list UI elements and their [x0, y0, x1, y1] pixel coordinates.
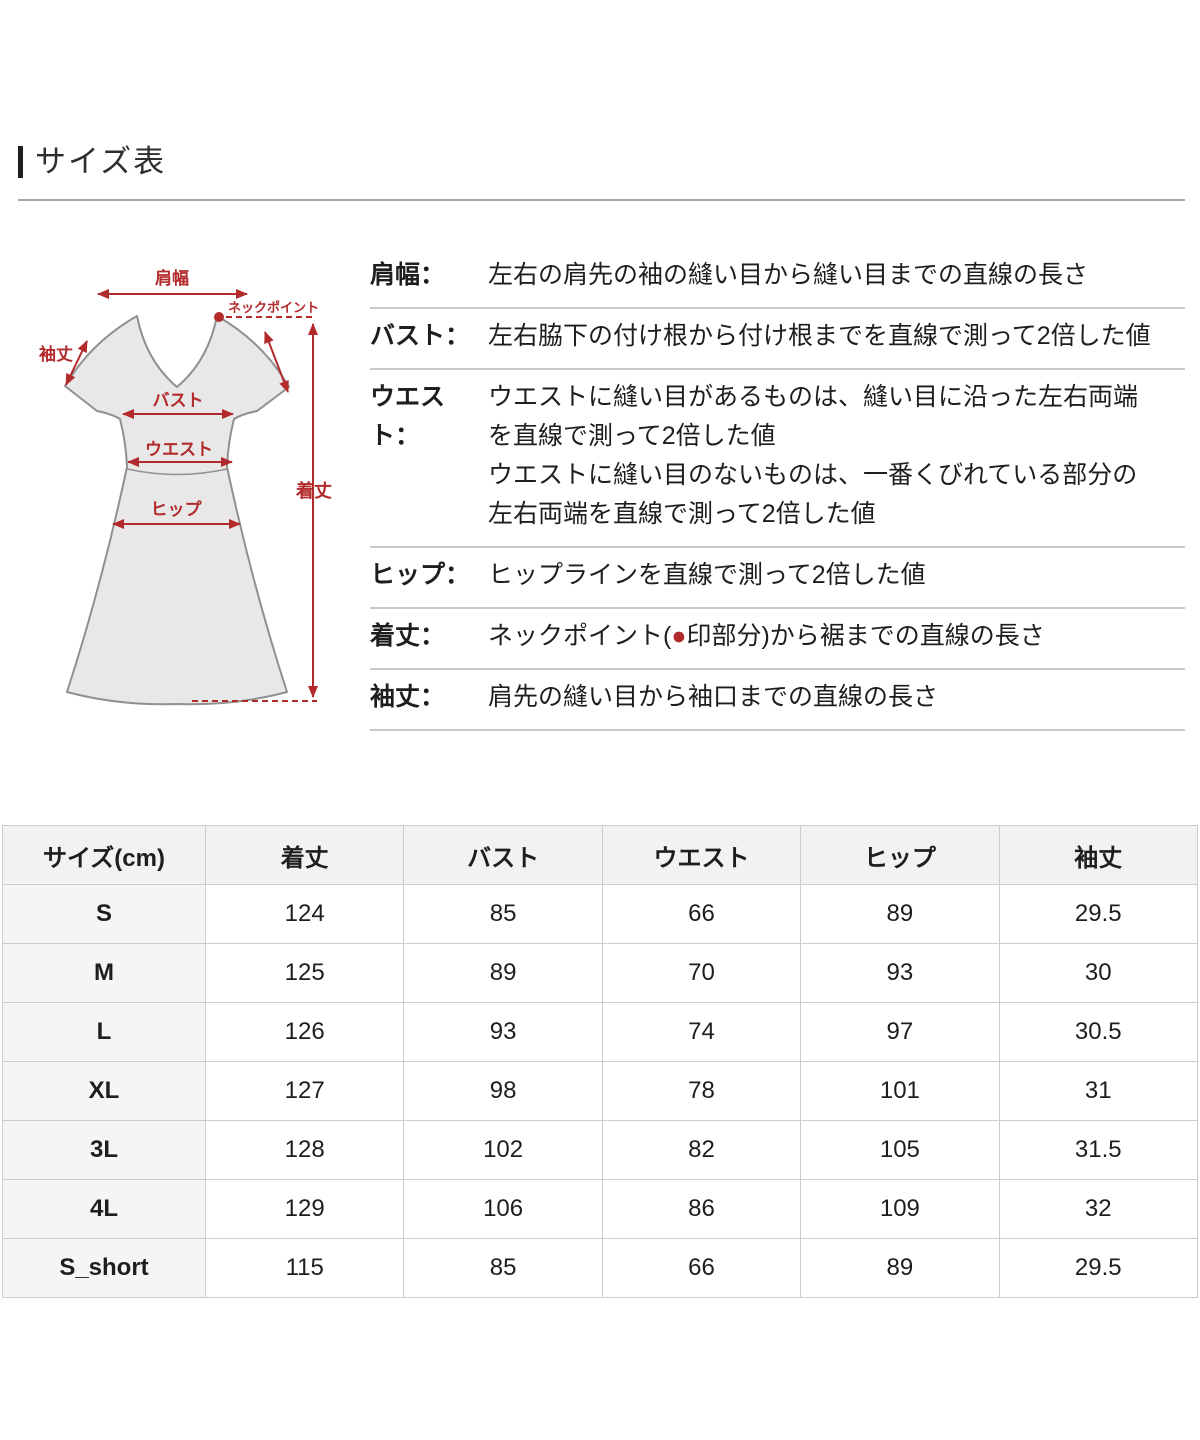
cell-waist: 86 [601, 1179, 802, 1239]
definition-desc-post: 印部分)から裾までの直線の長さ [686, 622, 1045, 650]
cell-length: 129 [204, 1179, 405, 1239]
definition-desc-pre: ネックポイント( [488, 622, 672, 650]
cell-bust: 106 [403, 1179, 603, 1239]
size-label: 4L [2, 1179, 206, 1239]
definition-row-hip: ヒップ： ヒップラインを直線で測って2倍した値 [370, 548, 1185, 609]
cell-hip: 97 [800, 1002, 1000, 1062]
size-label: 3L [2, 1120, 206, 1180]
definition-term: ヒップ： [370, 561, 471, 589]
cell-hip: 105 [800, 1120, 1000, 1180]
dress-measurement-diagram: 肩幅 ネックポイント 袖丈 バスト ウエスト ヒップ [20, 254, 370, 769]
cell-hip: 101 [800, 1061, 1000, 1121]
definition-desc: 左右の肩先の袖の縫い目から縫い目までの直線の長さ [488, 261, 1089, 289]
definition-desc: ネックポイント(●印部分)から裾までの直線の長さ [488, 617, 1185, 656]
cell-sleeve: 30.5 [998, 1002, 1199, 1062]
page-title: サイズ表 [18, 142, 1185, 182]
size-label: S_short [2, 1238, 206, 1298]
neck-point-dot-inline: ● [671, 622, 687, 650]
cell-length: 115 [204, 1238, 405, 1298]
table-row-3l: 3L 128 102 82 105 31.5 [2, 1120, 1199, 1180]
cell-bust: 102 [403, 1120, 603, 1180]
size-label: XL [2, 1061, 206, 1121]
measurement-section: 肩幅 ネックポイント 袖丈 バスト ウエスト ヒップ [0, 201, 1200, 769]
size-table-header-row: サイズ(cm) 着丈 バスト ウエスト ヒップ 袖丈 [2, 825, 1199, 885]
cell-bust: 85 [403, 884, 603, 944]
definition-row-sleeve: 袖丈： 肩先の縫い目から袖口までの直線の長さ [370, 670, 1185, 731]
definition-term: 肩幅： [370, 261, 446, 289]
size-label: M [2, 943, 206, 1003]
definition-desc: 左右脇下の付け根から付け根までを直線で測って2倍した値 [488, 322, 1151, 350]
sleeve-length-arrow-left [65, 340, 88, 386]
table-row-m: M 125 89 70 93 30 [2, 943, 1199, 1003]
cell-length: 127 [204, 1061, 405, 1121]
definition-row-waist: ウエスト： ウエストに縫い目があるものは、縫い目に沿った左右両端 を直線で測って… [370, 370, 1185, 548]
col-header-length: 着丈 [204, 825, 405, 885]
cell-sleeve: 32 [998, 1179, 1199, 1239]
waist-seam-line [126, 468, 228, 476]
col-header-waist: ウエスト [601, 825, 802, 885]
cell-hip: 109 [800, 1179, 1000, 1239]
bust-label: バスト [153, 391, 204, 410]
measurement-definitions: 肩幅： 左右の肩先の袖の縫い目から縫い目までの直線の長さ バスト： 左右脇下の付… [370, 254, 1185, 731]
definition-row-shoulder: 肩幅： 左右の肩先の袖の縫い目から縫い目までの直線の長さ [370, 254, 1185, 309]
col-header-bust: バスト [403, 825, 603, 885]
cell-waist: 82 [601, 1120, 802, 1180]
definition-term: ウエスト： [370, 383, 446, 450]
cell-bust: 85 [403, 1238, 603, 1298]
cell-bust: 89 [403, 943, 603, 1003]
cell-length: 128 [204, 1120, 405, 1180]
definition-term: バスト： [370, 322, 471, 350]
body-length-label: 着丈 [295, 480, 332, 501]
hip-label: ヒップ [151, 499, 203, 519]
size-label: S [2, 884, 206, 944]
page-header: サイズ表 [0, 0, 1200, 201]
table-row-4l: 4L 129 106 86 109 32 [2, 1179, 1199, 1239]
cell-hip: 89 [800, 884, 1000, 944]
cell-waist: 74 [601, 1002, 802, 1062]
cell-sleeve: 30 [998, 943, 1199, 1003]
cell-length: 125 [204, 943, 405, 1003]
definition-row-length: 着丈： ネックポイント(●印部分)から裾までの直線の長さ [370, 609, 1185, 670]
table-row-l: L 126 93 74 97 30.5 [2, 1002, 1199, 1062]
dress-diagram-svg: 肩幅 ネックポイント 袖丈 バスト ウエスト ヒップ [39, 268, 332, 706]
neck-point-dot [214, 312, 224, 322]
table-row-xl: XL 127 98 78 101 31 [2, 1061, 1199, 1121]
sleeve-length-arrow-right [264, 331, 289, 393]
title-underline [18, 199, 1185, 201]
cell-sleeve: 31.5 [998, 1120, 1199, 1180]
definition-desc: 肩先の縫い目から袖口までの直線の長さ [488, 683, 939, 711]
title-accent-bar [18, 146, 23, 178]
definition-desc: ウエストに縫い目があるものは、縫い目に沿った左右両端 を直線で測って2倍した値 … [488, 383, 1139, 528]
cell-hip: 93 [800, 943, 1000, 1003]
waist-label: ウエスト [145, 440, 213, 459]
definition-row-bust: バスト： 左右脇下の付け根から付け根までを直線で測って2倍した値 [370, 309, 1185, 370]
sleeve-length-label: 袖丈 [39, 344, 73, 364]
col-header-hip: ヒップ [800, 825, 1000, 885]
cell-sleeve: 29.5 [998, 1238, 1199, 1298]
col-header-sleeve: 袖丈 [998, 825, 1199, 885]
cell-waist: 78 [601, 1061, 802, 1121]
cell-waist: 66 [601, 1238, 802, 1298]
definition-desc: ヒップラインを直線で測って2倍した値 [488, 561, 926, 589]
cell-hip: 89 [800, 1238, 1000, 1298]
page-title-text: サイズ表 [35, 144, 167, 179]
cell-bust: 93 [403, 1002, 603, 1062]
table-row-s: S 124 85 66 89 29.5 [2, 884, 1199, 944]
cell-sleeve: 29.5 [998, 884, 1199, 944]
cell-bust: 98 [403, 1061, 603, 1121]
cell-sleeve: 31 [998, 1061, 1199, 1121]
table-row-s-short: S_short 115 85 66 89 29.5 [2, 1238, 1199, 1298]
cell-length: 124 [204, 884, 405, 944]
size-table: サイズ(cm) 着丈 バスト ウエスト ヒップ 袖丈 S 124 85 66 8… [2, 825, 1199, 1298]
neck-point-label: ネックポイント [228, 300, 319, 315]
definition-term: 着丈： [370, 622, 446, 650]
shoulder-width-label: 肩幅 [155, 268, 189, 288]
cell-length: 126 [204, 1002, 405, 1062]
cell-waist: 66 [601, 884, 802, 944]
size-label: L [2, 1002, 206, 1062]
col-header-size: サイズ(cm) [2, 825, 206, 885]
cell-waist: 70 [601, 943, 802, 1003]
definition-term: 袖丈： [370, 683, 446, 711]
